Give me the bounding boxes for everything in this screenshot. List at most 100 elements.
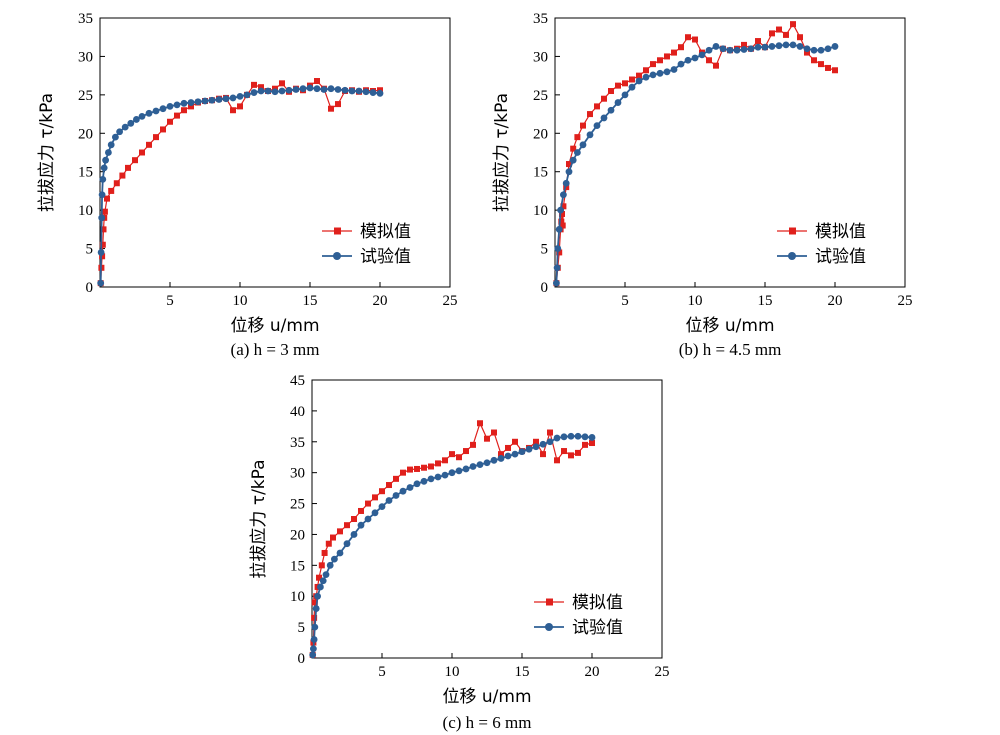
data-point [559,222,566,229]
data-point [334,86,342,93]
data-point [713,62,719,69]
data-point [145,109,153,117]
data-point [328,105,334,112]
data-point [108,187,115,194]
data-point [761,43,769,51]
data-point [187,99,195,106]
data-point [258,84,264,91]
panel-caption: (c) h = 6 mm [443,713,532,732]
y-tick-label: 5 [541,242,549,258]
x-tick-label: 25 [443,293,458,309]
data-point [316,574,322,581]
data-point [776,26,782,33]
data-point [546,438,554,446]
data-point [119,172,126,179]
data-point [201,97,209,105]
y-tick-label: 0 [541,280,549,296]
data-point [306,84,314,92]
data-point [775,42,783,50]
data-point [278,87,286,95]
data-point [567,432,575,440]
data-point [250,89,258,96]
data-point [565,168,573,176]
data-point [351,516,357,522]
data-point [608,88,614,95]
data-point [589,440,595,447]
data-point [559,210,565,217]
data-point [420,477,428,485]
data-point [563,184,570,191]
data-point [768,43,776,50]
data-point [180,99,188,107]
legend-label: 试验值 [572,618,623,638]
data-point [557,206,564,214]
y-tick-label: 0 [86,280,94,296]
data-point [588,434,596,441]
series-line [312,421,593,655]
data-point [319,577,327,585]
data-point [719,45,727,53]
data-point [656,69,664,77]
data-point [237,103,243,110]
y-tick-label: 35 [290,435,305,451]
data-point [671,49,677,56]
data-point [292,86,300,93]
data-point [341,86,349,94]
data-point [614,99,622,106]
data-point [343,540,351,548]
data-point [566,161,572,168]
data-point [369,89,377,96]
data-point [413,480,421,488]
data-point [125,164,131,171]
legend-label: 模拟值 [572,593,623,613]
legend-marker [334,227,341,235]
data-point [817,46,825,54]
data-point [755,38,761,45]
data-point [392,492,400,499]
data-point [511,450,519,458]
data-point [670,66,678,73]
x-tick-label: 20 [828,293,843,309]
data-point [357,521,365,529]
data-point [335,101,341,108]
data-point [399,487,407,495]
data-point [100,226,107,233]
data-point [818,61,824,68]
data-point [642,73,650,81]
data-point [556,249,563,256]
x-tick-label: 5 [378,664,386,680]
data-point [706,57,712,64]
data-point [355,87,363,95]
data-point [421,464,427,471]
x-axis-label: 位移 u/mm [685,316,774,336]
data-point [462,465,470,473]
legend-label: 试验值 [360,247,411,267]
chart-panel-2: 5 10 15 20 25 0 5 10 15 20 25 30 35 位移 u/mm 拉拔应力 τ/kPa… [492,11,913,359]
x-tick-label: 5 [166,293,174,309]
data-point [635,77,643,85]
data-point [257,87,265,95]
data-point [740,46,748,53]
data-point [99,241,106,248]
data-point [574,432,582,440]
data-point [101,208,108,215]
data-point [650,61,656,68]
data-point [463,448,469,455]
data-point [215,96,223,103]
data-point [491,429,497,436]
series-simulated [309,420,595,658]
data-point [152,107,160,115]
data-point [100,164,108,172]
data-point [442,457,448,464]
legend-marker [545,623,553,631]
data-point [279,80,285,87]
data-point [657,57,663,64]
data-point [663,68,671,76]
data-point [580,122,586,129]
data-point [832,67,838,74]
data-point [153,134,159,141]
data-point [386,482,392,489]
data-point [554,245,562,252]
data-point [229,94,237,102]
